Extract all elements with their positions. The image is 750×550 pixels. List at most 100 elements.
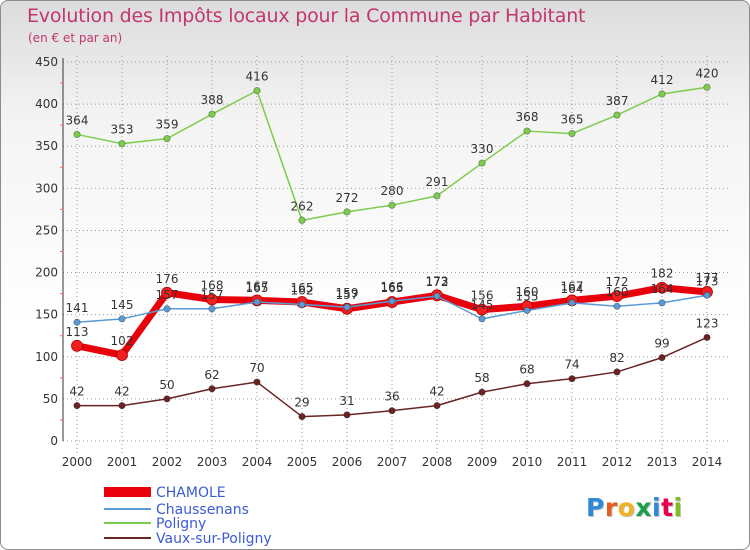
data-label: 168	[201, 279, 224, 293]
y-tick-label: 450	[35, 55, 58, 69]
data-point	[658, 354, 666, 362]
data-label: 160	[516, 285, 539, 299]
x-tick-label: 2002	[152, 455, 183, 469]
data-point	[568, 299, 576, 307]
data-point	[343, 411, 351, 419]
data-label: 62	[204, 368, 219, 382]
data-point	[613, 368, 621, 376]
data-label: 359	[156, 118, 179, 132]
x-tick-label: 2009	[467, 455, 498, 469]
data-label: 145	[111, 298, 134, 312]
data-label: 145	[471, 298, 494, 312]
data-label: 167	[246, 279, 269, 293]
legend-label: Vaux-sur-Poligny	[156, 531, 272, 547]
data-point	[298, 216, 306, 224]
y-tick-label: 400	[35, 97, 58, 111]
data-label: 42	[429, 385, 444, 399]
data-label: 157	[336, 288, 359, 302]
data-label: 166	[381, 280, 404, 294]
y-tick-label: 200	[35, 266, 58, 280]
data-label: 50	[159, 378, 174, 392]
data-point	[523, 306, 531, 315]
data-point	[523, 380, 531, 388]
x-tick-label: 2008	[422, 455, 453, 469]
data-label: 272	[336, 191, 359, 205]
data-label: 141	[66, 301, 89, 315]
data-point	[343, 208, 351, 216]
data-point	[478, 159, 486, 167]
data-point	[73, 318, 81, 326]
y-tick-label: 250	[35, 223, 58, 237]
data-label: 353	[111, 123, 134, 137]
data-label: 74	[564, 358, 579, 372]
data-point	[253, 378, 261, 386]
x-tick-label: 2000	[62, 455, 93, 469]
y-tick-label: 150	[35, 308, 58, 322]
data-label: 164	[651, 282, 674, 296]
data-label: 42	[69, 385, 84, 399]
data-point	[163, 305, 171, 313]
data-label: 165	[381, 281, 404, 295]
data-point	[613, 302, 621, 310]
data-point	[523, 127, 531, 135]
data-label: 70	[249, 361, 264, 375]
data-label: 182	[651, 267, 674, 281]
x-tick-label: 2013	[647, 455, 678, 469]
data-point	[298, 300, 306, 309]
data-label: 388	[201, 93, 224, 107]
data-label: 364	[66, 113, 89, 127]
data-point	[611, 290, 623, 303]
data-label: 159	[336, 286, 359, 300]
data-label: 330	[471, 142, 494, 156]
data-label: 31	[339, 394, 354, 408]
data-label: 176	[156, 272, 179, 286]
data-point	[116, 349, 128, 361]
data-label: 113	[66, 325, 89, 339]
data-label: 58	[474, 371, 489, 385]
data-point	[206, 293, 218, 306]
x-tick-label: 2003	[197, 455, 228, 469]
data-label: 173	[426, 274, 449, 288]
data-label: 167	[561, 279, 584, 293]
x-tick-label: 2006	[332, 455, 363, 469]
data-label: 416	[246, 70, 269, 84]
data-point	[298, 412, 306, 421]
data-point	[658, 90, 666, 98]
x-tick-label: 2005	[287, 455, 318, 469]
data-point	[476, 303, 488, 316]
chart-subtitle: (en € et par an)	[28, 31, 123, 45]
data-point	[703, 333, 711, 342]
data-point	[73, 402, 81, 410]
x-tick-label: 2007	[377, 455, 408, 469]
data-point	[71, 339, 83, 352]
data-point	[208, 110, 216, 118]
data-label: 412	[651, 73, 674, 87]
x-tick-label: 2012	[602, 455, 633, 469]
data-label: 291	[426, 175, 449, 189]
data-point	[118, 315, 126, 323]
data-point	[343, 303, 351, 311]
data-label: 99	[654, 337, 669, 351]
data-label: 156	[471, 289, 494, 303]
data-point	[161, 286, 173, 299]
x-tick-label: 2001	[107, 455, 138, 469]
data-point	[163, 395, 171, 403]
data-label: 262	[291, 199, 314, 213]
data-point	[253, 298, 261, 306]
data-label: 172	[606, 275, 629, 289]
y-tick-label: 300	[35, 181, 58, 195]
data-point	[656, 281, 668, 294]
data-point	[568, 375, 576, 383]
data-point	[388, 297, 396, 305]
data-label: 155	[516, 289, 539, 303]
data-point	[613, 111, 621, 119]
data-label: 160	[606, 285, 629, 299]
data-point	[478, 388, 486, 396]
data-label: 29	[294, 396, 309, 410]
legend-label: Chaussenans	[156, 502, 249, 518]
data-label: 42	[114, 385, 129, 399]
y-tick-label: 50	[43, 392, 58, 406]
x-tick-label: 2004	[242, 455, 273, 469]
